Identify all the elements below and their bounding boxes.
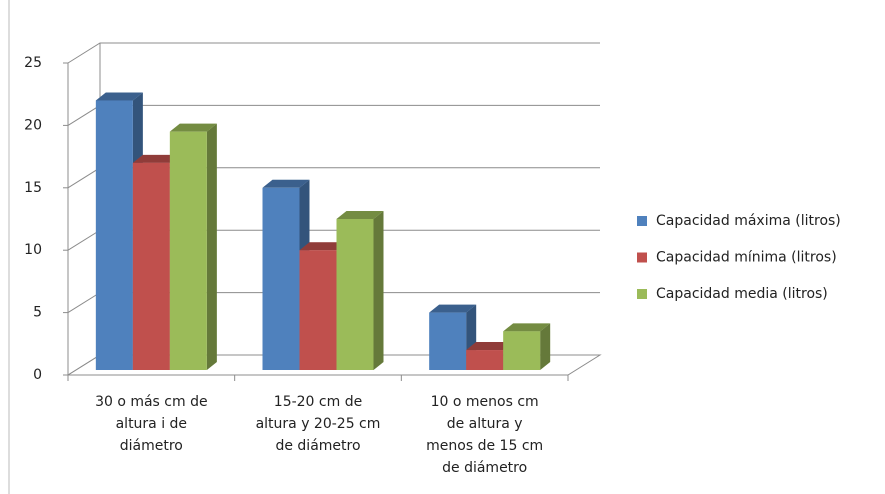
x-tick-label: 10 o menos cm <box>431 394 539 410</box>
bar <box>466 350 504 370</box>
bar-top <box>466 342 514 351</box>
bar-side <box>540 323 551 370</box>
bar-top-shade <box>466 342 514 351</box>
bar <box>132 162 170 370</box>
x-tick-label: diámetro <box>120 438 183 454</box>
legend-swatch <box>637 216 647 226</box>
grid-line <box>67 42 600 64</box>
bar <box>336 219 374 370</box>
bar-top-shade <box>429 304 477 313</box>
y-tick-label: 5 <box>33 305 42 321</box>
y-tick-label: 25 <box>24 55 42 71</box>
bar <box>429 312 467 370</box>
bar-top <box>132 154 180 163</box>
bar-top <box>95 92 143 101</box>
x-tick-label: altura i de <box>116 416 187 432</box>
legend-label: Capacidad máxima (litros) <box>656 213 841 229</box>
bar-top-shade <box>299 242 347 251</box>
legend-label: Capacidad media (litros) <box>656 286 828 302</box>
bar-side <box>373 211 384 370</box>
y-tick-label: 15 <box>24 180 42 196</box>
legend-swatch <box>637 289 647 299</box>
bar <box>169 131 207 370</box>
bar-top <box>169 123 217 132</box>
bar <box>503 331 541 370</box>
y-tick-label: 0 <box>33 367 42 383</box>
bar-top <box>503 323 551 332</box>
y-tick-label: 20 <box>24 117 42 133</box>
legend-swatch <box>637 252 647 263</box>
bar-top-shade <box>503 323 551 332</box>
bar-top <box>262 179 310 188</box>
x-tick-label: 30 o más cm de <box>95 394 208 410</box>
bar <box>95 100 133 370</box>
bar-side-shade <box>540 323 551 370</box>
grid-line <box>67 104 600 126</box>
bar-top <box>336 211 384 219</box>
x-tick-label: de altura y <box>447 416 523 432</box>
x-tick-label: menos de 15 cm <box>426 438 543 454</box>
bar-side <box>206 123 217 370</box>
bar-top <box>429 304 477 313</box>
x-tick-label: de diámetro <box>275 438 360 454</box>
x-tick-label: 15-20 cm de <box>274 394 362 410</box>
bar-top-shade <box>132 154 180 163</box>
bar-side-shade <box>206 123 217 370</box>
x-tick-label: altura y 20-25 cm <box>256 416 381 432</box>
bar-top-shade <box>336 211 384 219</box>
bar-top-shade <box>262 179 310 188</box>
y-tick-label: 10 <box>24 242 42 258</box>
bar-top-shade <box>169 123 217 132</box>
bar-side-shade <box>373 211 384 370</box>
bar-top <box>299 242 347 251</box>
legend-label: Capacidad mínima (litros) <box>656 250 837 266</box>
bar <box>299 250 337 370</box>
x-tick-label: de diámetro <box>442 460 527 476</box>
bar-top-shade <box>95 92 143 101</box>
bar <box>262 187 300 370</box>
